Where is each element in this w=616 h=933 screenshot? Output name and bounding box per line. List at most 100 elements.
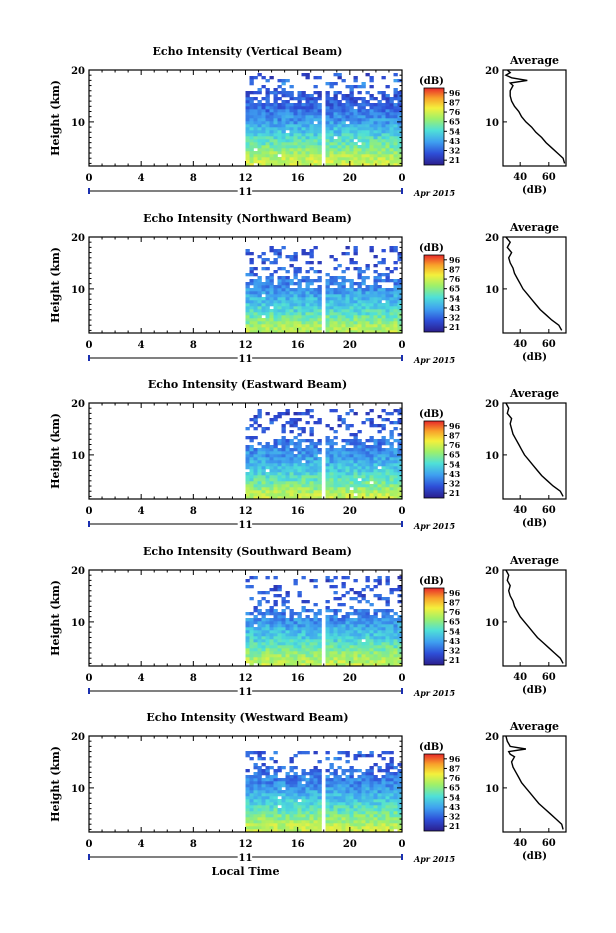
heatmap-cell [369, 315, 374, 319]
heatmap-cell [393, 642, 398, 646]
heatmap-cell [325, 97, 330, 101]
heatmap-cell [293, 579, 298, 583]
heatmap-cell [385, 790, 390, 794]
heatmap-cell [353, 636, 358, 640]
heatmap-cell [293, 306, 298, 310]
heatmap-cell [337, 657, 342, 661]
heatmap-cell [285, 651, 290, 655]
heatmap-cell [385, 603, 390, 607]
heatmap-cell [277, 460, 282, 464]
heatmap-cell [353, 787, 358, 791]
heatmap-cell [249, 294, 254, 298]
heatmap-cell [353, 757, 358, 761]
heatmap-cell [301, 829, 306, 833]
heatmap-cell [389, 163, 394, 167]
heatmap-cell [333, 775, 338, 779]
heatmap-cell [365, 133, 370, 137]
avg-frame [502, 402, 567, 500]
heatmap-cell [353, 618, 358, 622]
colorbar-tick-label: 32 [449, 646, 460, 656]
heatmap-cell [305, 282, 310, 286]
heatmap-cell [353, 148, 358, 152]
heatmap-cell [261, 109, 266, 113]
heatmap-cell [373, 318, 378, 322]
heatmap-cell [249, 252, 254, 256]
heatmap-cell [365, 466, 370, 470]
heatmap-cell [257, 285, 262, 289]
heatmap-cell [277, 493, 282, 497]
heatmap-cell [261, 478, 266, 482]
heatmap-cell [297, 457, 302, 461]
heatmap-cell [305, 484, 310, 488]
heatmap-cell [249, 642, 254, 646]
heatmap-cell [269, 618, 274, 622]
heatmap-cell [257, 106, 262, 110]
heatmap-cell [305, 645, 310, 649]
heatmap-cell [309, 630, 314, 634]
heatmap-cell [277, 294, 282, 298]
heatmap-cell [309, 118, 314, 122]
heatmap-cell [333, 279, 338, 283]
heatmap-cell [329, 639, 334, 643]
heatmap-cell [337, 448, 342, 452]
heatmap-cell [389, 802, 394, 806]
heatmap-cell [269, 796, 274, 800]
heatmap-cell [301, 297, 306, 301]
heatmap-cell [393, 291, 398, 295]
heatmap-cell [261, 769, 266, 773]
heatmap-cell [389, 109, 394, 113]
heatmap-cell [377, 645, 382, 649]
heatmap-cell [353, 294, 358, 298]
heatmap-cell [253, 327, 258, 331]
heatmap-cell [389, 751, 394, 755]
heatmap-cell [297, 660, 302, 664]
heatmap-cell [261, 127, 266, 131]
heatmap-cell [353, 115, 358, 119]
heatmap-cell [333, 91, 338, 95]
heatmap-cell [349, 769, 354, 773]
heatmap-cell [393, 772, 398, 776]
heatmap-cell [309, 303, 314, 307]
heatmap-cell [281, 814, 286, 818]
heatmap-cell [389, 829, 394, 833]
heatmap-cell [313, 130, 318, 134]
heatmap-cell [317, 814, 322, 818]
heatmap-cell [285, 796, 290, 800]
heatmap-cell [341, 802, 346, 806]
heatmap-cell [309, 439, 314, 443]
heatmap-cell [317, 306, 322, 310]
heatmap-cell [337, 472, 342, 476]
heatmap-cell [309, 261, 314, 265]
colorbar-tick-label: 76 [449, 607, 461, 617]
heatmap-cell [349, 621, 354, 625]
heatmap-cell [305, 306, 310, 310]
colorbar-tick-label: 21 [449, 155, 460, 165]
heatmap-cell [245, 769, 250, 773]
heatmap-cell [261, 451, 266, 455]
heatmap-cell [397, 154, 402, 158]
heatmap-cell [305, 609, 310, 613]
heatmap-cell [389, 154, 394, 158]
heatmap-cell [381, 330, 386, 334]
heatmap-cell [253, 618, 258, 622]
heatmap-cell [349, 309, 354, 313]
heatmap-cell [333, 627, 338, 631]
heatmap-cell [269, 814, 274, 818]
heatmap-cell [269, 787, 274, 791]
heatmap-cell [393, 294, 398, 298]
heatmap-cell [337, 127, 342, 131]
heatmap-cell [261, 282, 266, 286]
heatmap-cell [261, 430, 266, 434]
heatmap-cell [337, 318, 342, 322]
heatmap-cell [357, 663, 362, 667]
heatmap-cell [381, 109, 386, 113]
heatmap-cell [293, 148, 298, 152]
heatmap-cell [305, 451, 310, 455]
heatmap-cell [265, 321, 270, 325]
heatmap-cell [341, 630, 346, 634]
heatmap-cell [281, 145, 286, 149]
heatmap-cell [301, 793, 306, 797]
heatmap-cell [245, 627, 250, 631]
heatmap-cell [385, 769, 390, 773]
heatmap-cell [277, 285, 282, 289]
